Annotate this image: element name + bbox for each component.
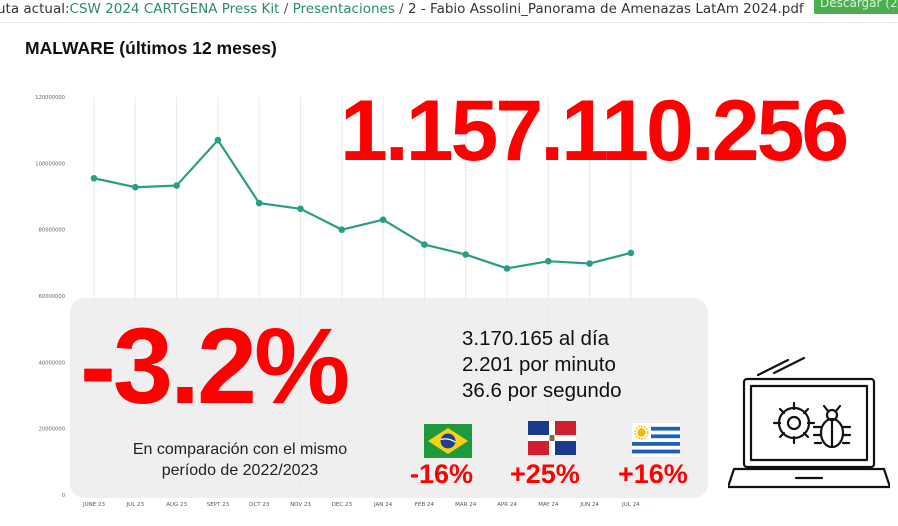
chart-y-tick-label: 40000000 — [39, 360, 65, 366]
total-malware-count: 1.157.110.256 — [340, 83, 849, 179]
chart-x-tick-label: SEPT 23 — [207, 502, 230, 508]
breadcrumb-link-press-kit[interactable]: CSW 2024 CARTGENA Press Kit — [69, 1, 280, 17]
yearly-change-percent: -3.2% — [80, 305, 350, 426]
uruguay-change: +16% — [618, 459, 688, 489]
chart-y-tick-label: 100000000 — [35, 161, 65, 167]
chart-data-point — [379, 216, 387, 224]
chart-data-point — [462, 251, 470, 258]
chart-x-tick-label: APR 24 — [497, 502, 517, 508]
stat-per-minute: 2.201 por minuto — [462, 353, 616, 376]
chart-data-point — [255, 199, 263, 207]
chart-data-point — [338, 226, 346, 233]
chart-x-tick-label: NOV 23 — [290, 502, 311, 508]
breadcrumb-current-file: 2 - Fabio Assolini_Panorama de Amenazas … — [408, 1, 804, 17]
laptop-bug-gear-icon — [728, 357, 890, 489]
chart-data-point — [503, 265, 511, 272]
brazil-change: -16% — [410, 459, 474, 489]
chart-data-point — [214, 136, 222, 144]
chart-y-tick-label: 60000000 — [39, 294, 65, 300]
chart-data-point — [421, 241, 428, 248]
chart-x-tick-label: JUNE 23 — [82, 502, 105, 508]
chart-data-point — [627, 249, 635, 257]
rate-stats: 3.170.165 al día 2.201 por minuto 36.6 p… — [462, 326, 622, 404]
breadcrumb-bar: uta actual:CSW 2024 CARTGENA Press Kit /… — [0, 0, 898, 23]
chart-x-tick-label: JUN 24 — [579, 502, 599, 508]
chart-y-tick-label: 80000000 — [39, 228, 65, 234]
slide-title: MALWARE (últimos 12 meses) — [25, 38, 277, 58]
chart-series-line — [93, 138, 632, 270]
chart-x-tick-label: MAR 24 — [455, 502, 477, 508]
breadcrumb-prefix: uta actual: — [0, 1, 70, 17]
chart-data-point — [90, 174, 98, 182]
brazil-flag-icon — [424, 424, 472, 458]
chart-x-tick-label: DEC 23 — [332, 502, 353, 508]
chart-y-tick-label: 120000000 — [35, 95, 65, 101]
dominican-republic-change: +25% — [510, 459, 580, 489]
comparison-note: En comparación con el mismo período de 2… — [132, 441, 348, 479]
uruguay-flag-icon — [632, 423, 680, 457]
breadcrumb-separator: / — [279, 1, 293, 17]
chart-x-tick-label: MAY 24 — [538, 502, 559, 508]
download-button[interactable]: Descargar (2.0 — [814, 0, 898, 14]
dominican-republic-flag-icon — [528, 421, 576, 455]
chart-x-tick-label: JAN 24 — [373, 502, 393, 508]
chart-y-tick-label: 0 — [62, 493, 65, 499]
chart-data-point — [132, 183, 139, 191]
chart-x-tick-label: FEB 24 — [415, 502, 435, 508]
chart-data-point — [586, 260, 593, 267]
stat-per-day: 3.170.165 al día — [462, 327, 610, 350]
breadcrumb-separator: / — [394, 1, 409, 17]
chart-x-tick-label: JUL 24 — [621, 502, 640, 508]
stat-per-second: 36.6 por segundo — [462, 379, 622, 402]
breadcrumb-link-presentaciones[interactable]: Presentaciones — [292, 1, 395, 17]
breadcrumb: uta actual:CSW 2024 CARTGENA Press Kit /… — [0, 1, 804, 17]
chart-x-tick-label: AUG 23 — [166, 502, 187, 508]
chart-data-point — [173, 182, 180, 189]
summary-panel — [70, 298, 708, 498]
chart-y-tick-label: 20000000 — [39, 427, 65, 433]
chart-data-point — [545, 257, 552, 265]
chart-data-point — [297, 205, 304, 213]
chart-x-tick-label: JUL 23 — [126, 502, 145, 508]
chart-x-tick-label: OCT 23 — [249, 502, 270, 508]
